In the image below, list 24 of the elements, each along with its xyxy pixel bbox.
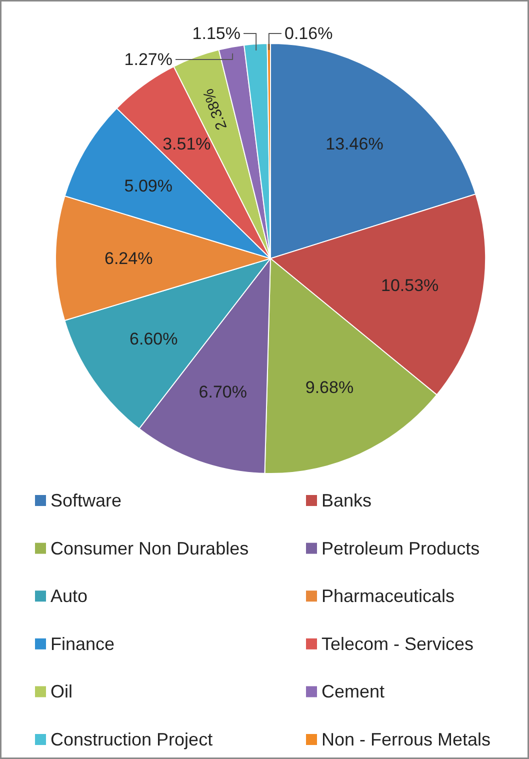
legend-label: Software: [50, 490, 122, 510]
data-label: 3.51%: [162, 134, 211, 154]
legend-label: Telecom - Services: [322, 634, 474, 654]
legend-label: Non - Ferrous Metals: [322, 730, 491, 750]
legend-label: Construction Project: [50, 730, 213, 750]
legend-label: Auto: [50, 586, 88, 606]
data-label: 2.38%: [200, 86, 231, 132]
data-label: 1.15%: [192, 24, 240, 43]
data-label: 6.70%: [198, 382, 248, 402]
data-label: 10.53%: [380, 276, 439, 295]
legend-label: Cement: [322, 682, 385, 702]
legend-label: Finance: [50, 634, 115, 654]
legend-label: Pharmaceuticals: [322, 586, 455, 606]
data-label: 9.68%: [305, 378, 354, 398]
data-label: 6.60%: [130, 329, 178, 348]
data-label: 13.46%: [326, 134, 384, 154]
legend-label: Banks: [322, 490, 372, 510]
legend-label: Petroleum Products: [322, 538, 480, 558]
legend-label: Oil: [50, 682, 72, 702]
data-label: 1.27%: [124, 50, 172, 69]
data-label: 0.16%: [284, 24, 333, 43]
legend-label: Consumer Non Durables: [50, 538, 249, 558]
data-label: 6.24%: [104, 248, 153, 268]
data-label: 5.09%: [124, 176, 172, 196]
